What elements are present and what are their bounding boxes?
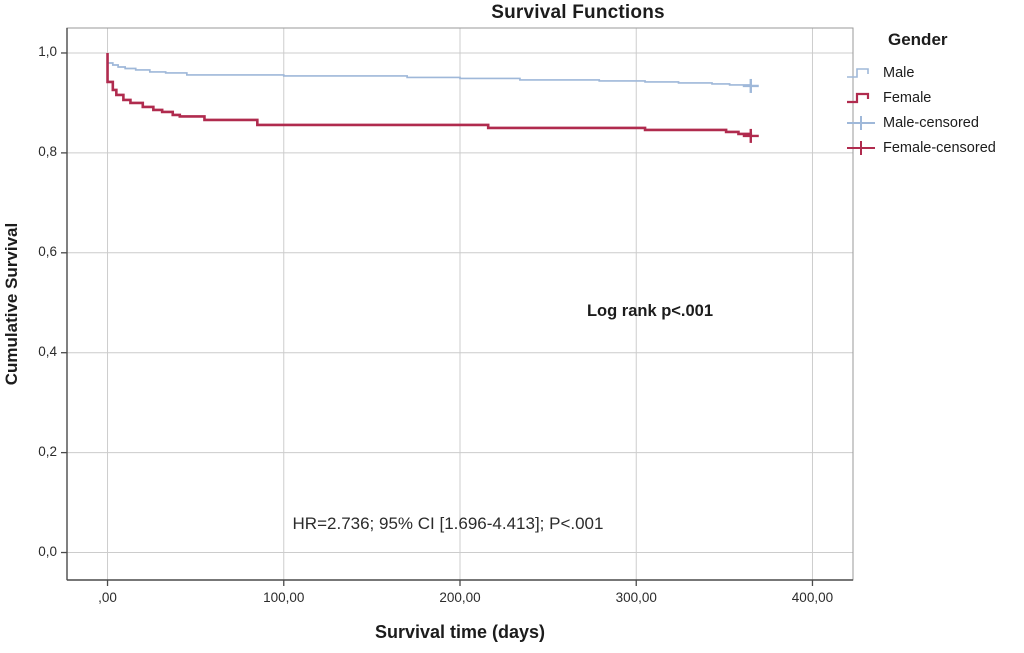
legend-item-label: Male <box>883 64 915 81</box>
plus-icon <box>847 115 875 130</box>
y-tick-label: 0,8 <box>38 143 57 159</box>
chart-title: Survival Functions <box>491 2 665 23</box>
x-tick-label: ,00 <box>98 590 117 605</box>
survival-curve-female <box>106 52 753 136</box>
log-rank-annotation: Log rank p<.001 <box>586 302 714 320</box>
hazard-ratio-annotation: HR=2.736; 95% CI [1.696-4.413]; P<.001 <box>292 514 604 533</box>
survival-curve-male <box>106 52 752 86</box>
x-tick-label: 100,00 <box>263 590 305 605</box>
legend-item: Male <box>846 60 1022 85</box>
legend-item-label: Female <box>883 89 932 106</box>
legend-item: Male-censored <box>846 110 1022 135</box>
y-tick-label: 0,0 <box>38 543 57 559</box>
x-axis-label: Survival time (days) <box>374 622 546 642</box>
y-tick-label: 1,0 <box>38 43 57 59</box>
legend-item: Female-censored <box>846 135 1022 160</box>
y-tick-label: 0,4 <box>38 343 57 359</box>
x-tick-label: 200,00 <box>439 590 481 605</box>
x-tick-label: 400,00 <box>791 590 834 605</box>
legend-title: Gender <box>888 30 948 49</box>
y-axis-label: Cumulative Survival <box>2 222 21 386</box>
y-tick-label: 0,6 <box>38 243 57 259</box>
plus-icon <box>847 140 875 155</box>
legend-item: Female <box>846 85 1022 110</box>
legend-items: Male Female Male-censored Female-censored <box>846 60 1022 160</box>
legend-item-label: Female-censored <box>883 139 996 156</box>
legend-item-label: Male-censored <box>883 114 979 131</box>
y-tick-label: 0,2 <box>38 443 57 459</box>
x-tick-label: 300,00 <box>615 590 657 605</box>
legend: Gender Male Female Male-censored Female-cen… <box>846 30 1022 160</box>
step-icon <box>847 92 870 103</box>
step-icon <box>847 67 869 78</box>
